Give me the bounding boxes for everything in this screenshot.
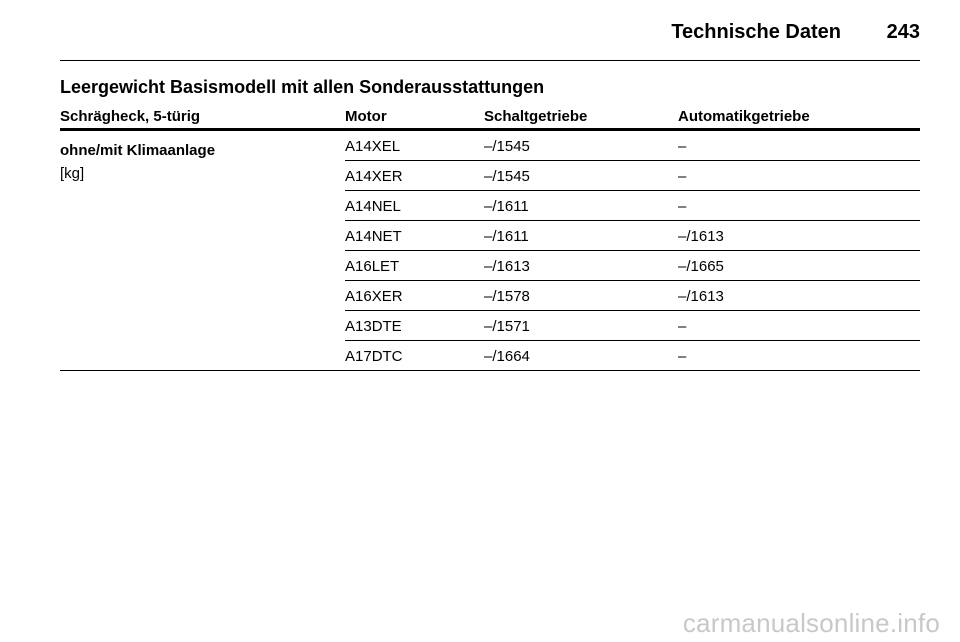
manual-cell: –/1571 xyxy=(484,318,530,335)
header-rule xyxy=(60,60,920,61)
column-header-automatic: Automatikgetriebe xyxy=(678,108,810,125)
automatic-cell: –/1613 xyxy=(678,228,724,245)
manual-cell: –/1611 xyxy=(484,228,529,245)
automatic-cell: – xyxy=(678,348,687,365)
motor-cell: A17DTC xyxy=(345,348,403,365)
manual-cell: –/1578 xyxy=(484,288,530,305)
motor-cell: A16LET xyxy=(345,258,400,275)
page-number: 243 xyxy=(886,21,920,43)
manual-cell: –/1613 xyxy=(484,258,530,275)
table-header: Schrägheck, 5-türig Motor Schaltgetriebe… xyxy=(60,106,920,131)
column-header-motor: Motor xyxy=(345,108,387,125)
automatic-cell: – xyxy=(678,138,687,155)
table-row: A13DTE –/1571 – xyxy=(345,311,920,341)
row-unit: [kg] xyxy=(60,165,85,182)
automatic-cell: –/1613 xyxy=(678,288,724,305)
manual-cell: –/1611 xyxy=(484,198,529,215)
table-row: A14XER –/1545 – xyxy=(345,161,920,191)
automatic-cell: – xyxy=(678,168,687,185)
manual-cell: –/1545 xyxy=(484,138,530,155)
motor-cell: A14NEL xyxy=(345,198,401,215)
motor-cell: A14XER xyxy=(345,168,403,185)
table-row: A14NEL –/1611 – xyxy=(345,191,920,221)
motor-cell: A14XEL xyxy=(345,138,401,155)
watermark: carmanualsonline.info xyxy=(682,608,940,638)
weight-table: Schrägheck, 5-türig Motor Schaltgetriebe… xyxy=(60,106,920,371)
header-title: Technische Daten xyxy=(671,21,841,43)
motor-cell: A14NET xyxy=(345,228,402,245)
manual-cell: –/1664 xyxy=(484,348,530,365)
row-label-text: ohne/mit Klimaanlage xyxy=(60,142,216,159)
table-row: A17DTC –/1664 – xyxy=(345,341,920,371)
automatic-cell: – xyxy=(678,198,687,215)
column-header-manual: Schaltgetriebe xyxy=(484,108,588,125)
table-body: ohne/mit Klimaanlage [kg] A14XEL –/1545 … xyxy=(60,131,920,371)
column-header-body-type: Schrägheck, 5-türig xyxy=(60,108,201,125)
manual-cell: –/1545 xyxy=(484,168,530,185)
automatic-cell: – xyxy=(678,318,687,335)
table-bottom-rule xyxy=(60,370,920,371)
section-title: Leergewicht Basismodell mit allen Sonder… xyxy=(60,77,545,97)
table-row: A16XER –/1578 –/1613 xyxy=(345,281,920,311)
automatic-cell: –/1665 xyxy=(678,258,724,275)
table-row: A14XEL –/1545 – xyxy=(345,131,920,161)
row-label: ohne/mit Klimaanlage [kg] xyxy=(60,141,215,183)
table-rows: A14XEL –/1545 – A14XER –/1545 – A14NEL –… xyxy=(345,131,920,371)
motor-cell: A16XER xyxy=(345,288,403,305)
table-row: A14NET –/1611 –/1613 xyxy=(345,221,920,251)
page-header: Technische Daten 243 xyxy=(60,20,920,60)
motor-cell: A13DTE xyxy=(345,318,402,335)
table-row: A16LET –/1613 –/1665 xyxy=(345,251,920,281)
